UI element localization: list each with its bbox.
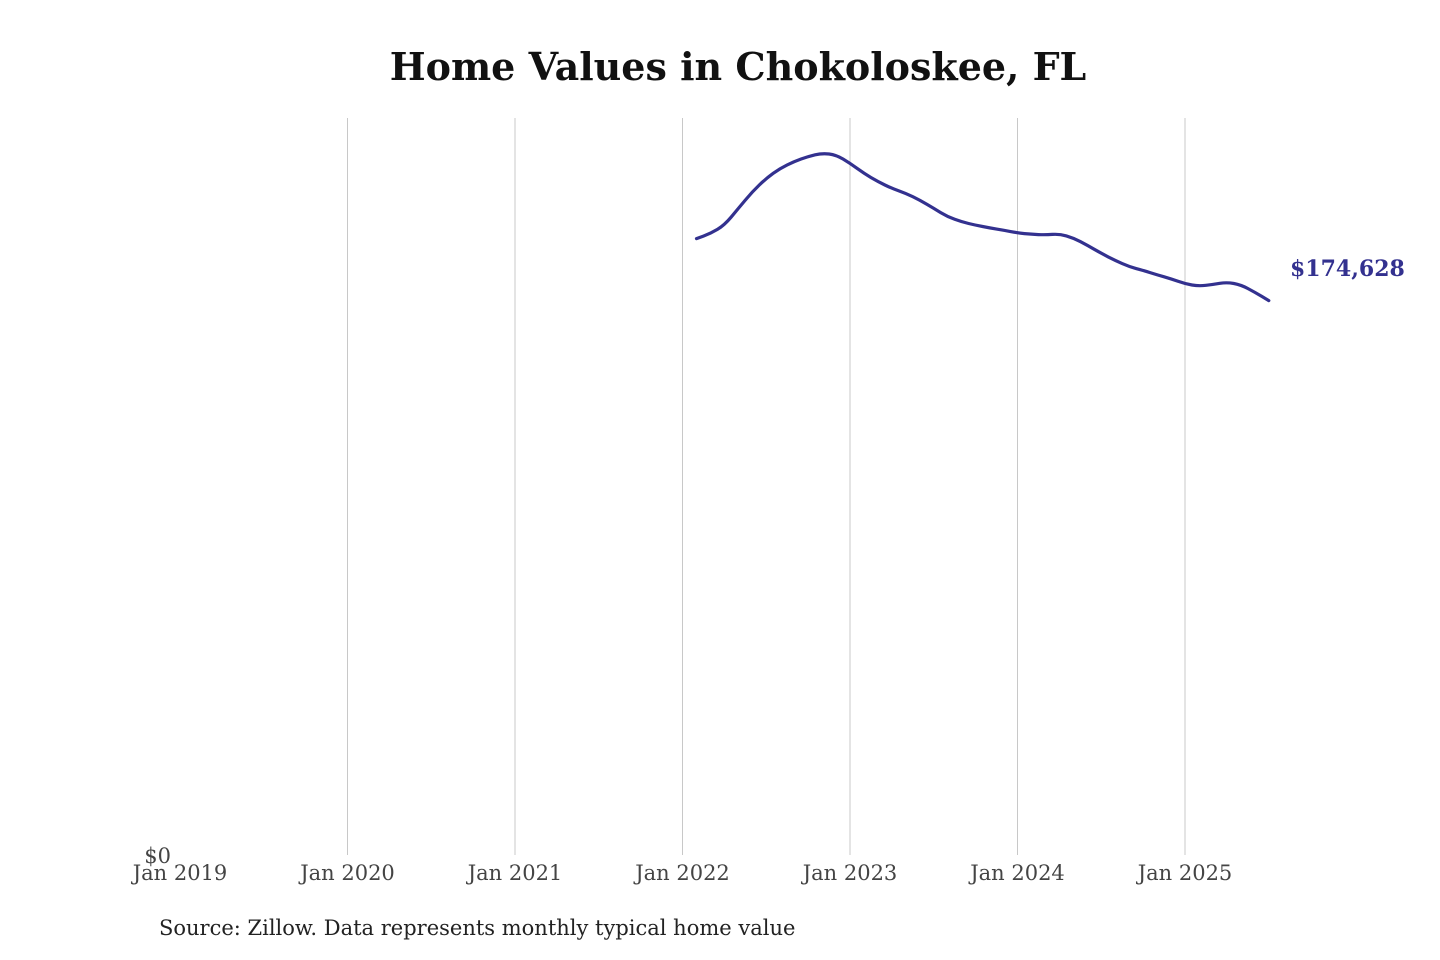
x-tick-label: Jan 2020 [298, 861, 395, 885]
x-tick-label: Jan 2023 [801, 861, 898, 885]
chart-title: Home Values in Chokoloskee, FL [389, 44, 1087, 89]
x-tick-label: Jan 2021 [466, 861, 563, 885]
source-note: Source: Zillow. Data represents monthly … [159, 916, 796, 940]
x-tick-label: Jan 2025 [1136, 861, 1233, 885]
x-tick-label: Jan 2022 [633, 861, 730, 885]
series-line [694, 152, 1271, 303]
x-tick-label: Jan 2024 [968, 861, 1065, 885]
end-value-label: $174,628 [1290, 256, 1405, 282]
y-tick-label: $0 [144, 844, 171, 868]
x-tick-label: Jan 2019 [131, 861, 228, 885]
